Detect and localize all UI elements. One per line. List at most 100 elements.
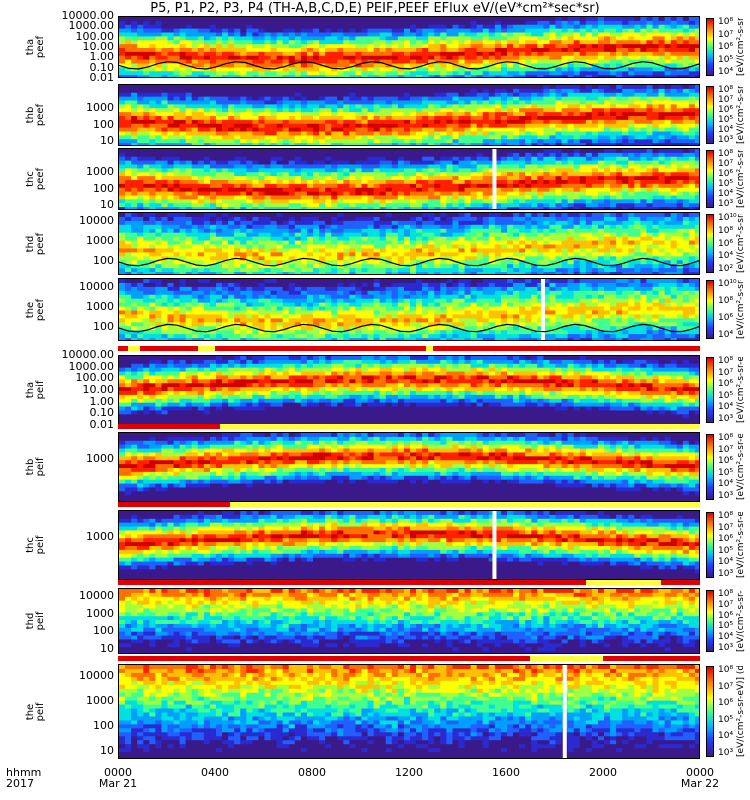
y-tick-label: 10 bbox=[100, 134, 114, 148]
colorbar-unit-label: [eV/(cm²-s-sr-eV)] (dI) bbox=[736, 280, 746, 339]
colorbar-tick-label: 10⁴ bbox=[718, 557, 734, 568]
panel-ylabel: thd peif bbox=[25, 611, 46, 631]
y-tick-label: 1000 bbox=[86, 530, 114, 544]
y-tick-label: 10 bbox=[100, 744, 114, 758]
colorbar-tick-label: 10⁷ bbox=[718, 599, 734, 610]
y-tick-label: 1000 bbox=[86, 300, 114, 314]
y-tick-label: 10000.00 bbox=[61, 348, 115, 361]
y-tick-label: 10000.00 bbox=[61, 9, 115, 22]
panel-ylabel: tha peif bbox=[25, 380, 46, 400]
colorbar-tick-label: 10⁸ bbox=[718, 225, 734, 236]
colorbar-unit-label: [eV/(cm²-s-sr-eV)] (dI) bbox=[736, 666, 746, 757]
y-tick-label: 100 bbox=[93, 117, 114, 131]
y-tick-label: 1000 bbox=[86, 234, 114, 248]
y-tick-label: 0.01 bbox=[89, 71, 115, 84]
colorbar-tick-label: 10⁴ bbox=[718, 632, 734, 643]
colorbar-unit-label: [eV/(cm²-s-sr-eV)] (dI) bbox=[736, 86, 746, 144]
colorbar-tick-label: 10⁷ bbox=[718, 522, 734, 533]
panel-ylabel: thc peef bbox=[25, 167, 46, 191]
spectrogram-panel-thb-peef bbox=[118, 84, 700, 146]
x-date-label: Mar 21 bbox=[98, 777, 138, 790]
y-tick-label: 1000 bbox=[86, 452, 114, 466]
data-gap bbox=[492, 511, 497, 579]
quality-flag-bar bbox=[118, 346, 700, 351]
colorbar bbox=[706, 150, 714, 208]
x-tick-label: 0000 bbox=[686, 766, 714, 779]
colorbar-unit-label: [eV/(cm²-s-sr-eV)] (dI) bbox=[736, 150, 746, 208]
panel-ylabel: the peef bbox=[25, 298, 46, 321]
colorbar-tick-label: 10⁴ bbox=[718, 67, 734, 77]
y-tick-label: 0.10 bbox=[89, 406, 115, 420]
spectrogram-image bbox=[119, 17, 699, 77]
panel-ylabel: thd peef bbox=[25, 232, 46, 255]
colorbar bbox=[706, 357, 714, 423]
spacecraft-potential-line bbox=[119, 257, 699, 267]
colorbar-tick-label: 10⁸ bbox=[718, 149, 734, 159]
panel-ylabel: thb peef bbox=[25, 103, 46, 127]
y-tick-label: 1000 bbox=[86, 101, 114, 115]
spectrogram-image bbox=[119, 665, 699, 758]
colorbar bbox=[706, 86, 714, 144]
colorbar bbox=[706, 590, 714, 652]
x-date-label: Mar 22 bbox=[680, 777, 720, 790]
colorbar-tick-label: 10³ bbox=[718, 748, 734, 758]
x-tick-label: 1200 bbox=[395, 766, 423, 779]
colorbar-unit-label: [eV/(cm²-s-sr-eV)] (dI) bbox=[736, 214, 746, 273]
spectrogram-image bbox=[119, 356, 699, 424]
y-tick-label: 1000 bbox=[86, 165, 114, 179]
x-tick-label: 0800 bbox=[298, 766, 326, 779]
colorbar-tick-label: 10⁷ bbox=[718, 367, 734, 378]
colorbar-tick-label: 10⁴ bbox=[718, 251, 734, 262]
quality-flag-segment bbox=[198, 346, 215, 351]
colorbar-tick-label: 10⁸ bbox=[718, 433, 734, 443]
colorbar-tick-label: 10⁸ bbox=[718, 665, 734, 675]
colorbar-tick-label: 10¹⁰ bbox=[718, 279, 737, 289]
y-tick-label: 1.00 bbox=[89, 50, 115, 64]
panel-ylabel: thb peif bbox=[25, 457, 46, 477]
spectrogram-panel-tha-peef bbox=[118, 16, 700, 78]
x-tick-label: 0000 bbox=[104, 766, 132, 779]
panel-ylabel: tha peef bbox=[25, 35, 46, 59]
year-label: 2017 bbox=[6, 777, 34, 790]
plot-title: P5, P1, P2, P3, P4 (TH-A,B,C,D,E) PEIF,P… bbox=[150, 1, 600, 16]
colorbar bbox=[706, 434, 714, 500]
colorbar-tick-label: 10³ bbox=[718, 569, 734, 579]
y-tick-label: 100 bbox=[93, 719, 114, 733]
panel-ylabel: thc peif bbox=[25, 535, 46, 555]
x-tick-label: 0400 bbox=[201, 766, 229, 779]
colorbar-tick-label: 10⁷ bbox=[718, 159, 734, 169]
colorbar-tick-label: 10⁵ bbox=[718, 467, 734, 478]
colorbar-tick-label: 10⁸ bbox=[718, 589, 734, 599]
quality-flag-segment bbox=[229, 502, 700, 507]
colorbar bbox=[706, 18, 714, 76]
quality-flag-segment bbox=[586, 580, 662, 585]
quality-flag-segment bbox=[530, 656, 603, 661]
spectrogram-panel-thc-peef bbox=[118, 148, 700, 210]
quality-flag-bar bbox=[118, 580, 700, 585]
y-tick-label: 10000 bbox=[79, 280, 114, 294]
y-tick-label: 100 bbox=[93, 320, 114, 334]
x-tick-label: 2000 bbox=[589, 766, 617, 779]
spectrogram-image bbox=[119, 149, 699, 209]
colorbar-tick-label: 10⁶ bbox=[718, 313, 734, 323]
spacecraft-potential-line bbox=[119, 323, 699, 333]
x-tick-label: 1600 bbox=[492, 766, 520, 779]
colorbar-tick-label: 10³ bbox=[718, 491, 734, 501]
y-tick-label: 100.00 bbox=[75, 371, 115, 385]
colorbar-tick-label: 10⁵ bbox=[718, 545, 734, 556]
spectrogram-image bbox=[119, 213, 699, 274]
colorbar-tick-label: 10¹⁰ bbox=[718, 213, 737, 223]
y-tick-label: 1000 bbox=[86, 606, 114, 620]
colorbar-tick-label: 10³ bbox=[718, 414, 734, 424]
colorbar-tick-label: 10⁴ bbox=[718, 330, 734, 340]
y-tick-label: 0.01 bbox=[89, 418, 115, 431]
y-tick-label: 1.00 bbox=[89, 394, 115, 408]
colorbar-tick-label: 10⁵ bbox=[718, 621, 734, 632]
colorbar-tick-label: 10⁴ bbox=[718, 479, 734, 490]
colorbar-tick-label: 10⁴ bbox=[718, 189, 734, 199]
y-tick-label: 10 bbox=[100, 641, 114, 655]
colorbar-tick-label: 10⁵ bbox=[718, 179, 734, 189]
colorbar-tick-label: 10⁶ bbox=[718, 105, 734, 115]
data-gap bbox=[562, 665, 567, 758]
colorbar-tick-label: 10⁸ bbox=[718, 85, 734, 95]
